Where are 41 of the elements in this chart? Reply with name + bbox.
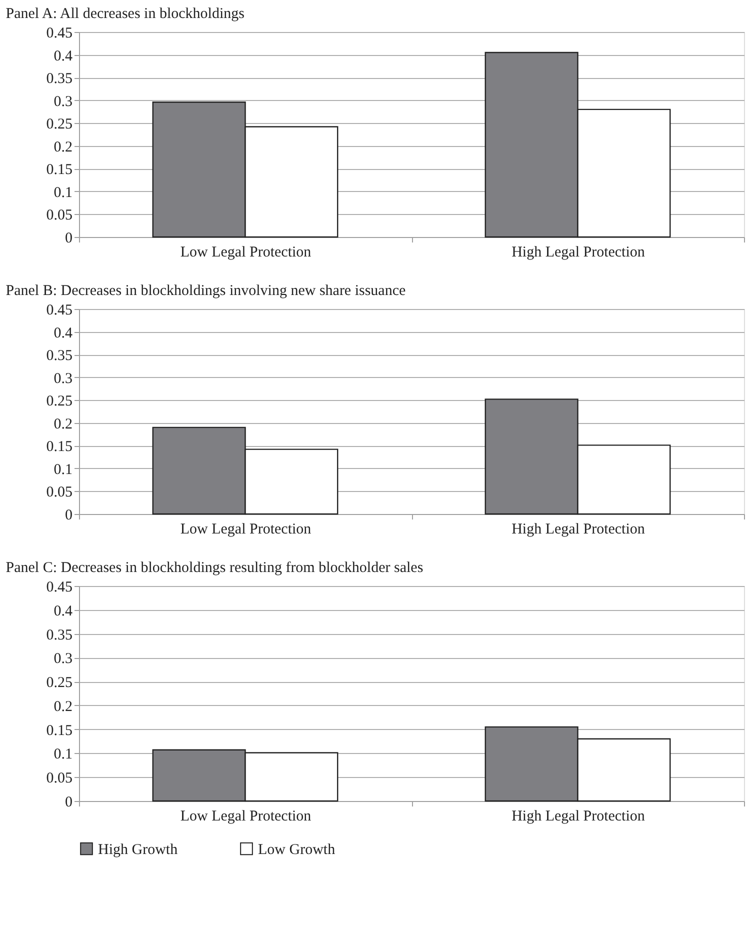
x-tick-label: High Legal Protection xyxy=(512,808,646,824)
y-tick-label: 0.45 xyxy=(46,302,72,318)
y-tick-label: 0.2 xyxy=(54,416,72,432)
y-tick-label: 0.45 xyxy=(46,26,72,42)
x-tick-label: Low Legal Protection xyxy=(180,244,312,260)
y-tick-label: 0.3 xyxy=(54,94,72,110)
y-tick-label: 0.35 xyxy=(46,71,72,88)
x-tick-label: High Legal Protection xyxy=(512,522,646,538)
y-tick-label: 0.1 xyxy=(54,184,72,201)
y-tick-label: 0 xyxy=(65,508,72,524)
y-tick-label: 0 xyxy=(65,230,72,246)
chart-title: Panel A: All decreases in blockholdings xyxy=(6,6,245,22)
y-tick-label: 0.4 xyxy=(54,325,73,342)
y-tick-label: 0.35 xyxy=(46,348,72,364)
y-tick-label: 0 xyxy=(65,794,72,810)
y-tick-label: 0.05 xyxy=(46,208,72,224)
y-tick-label: 0.3 xyxy=(54,370,72,387)
y-tick-label: 0.2 xyxy=(54,139,72,156)
x-tick-label: Low Legal Protection xyxy=(180,522,312,538)
y-tick-label: 0.25 xyxy=(46,394,72,410)
chart-title: Panel B: Decreases in blockholdings involving new share issuance xyxy=(6,283,406,299)
y-tick-label: 0.1 xyxy=(54,462,72,478)
y-tick-label: 0.25 xyxy=(46,675,72,692)
y-tick-label: 0.05 xyxy=(46,770,72,787)
y-tick-label: 0.4 xyxy=(54,48,73,64)
y-tick-label: 0.15 xyxy=(46,722,72,739)
legend-label: High Growth xyxy=(98,842,178,858)
y-tick-label: 0.1 xyxy=(54,746,72,763)
legend-label: Low Growth xyxy=(258,842,336,858)
y-tick-label: 0.25 xyxy=(46,116,72,133)
chart-title: Panel C: Decreases in blockholdings resulting from blockholder sales xyxy=(6,560,424,576)
y-tick-label: 0.4 xyxy=(54,603,73,620)
y-tick-label: 0.15 xyxy=(46,439,72,456)
y-tick-label: 0.45 xyxy=(46,580,72,596)
y-tick-label: 0.15 xyxy=(46,162,72,178)
y-tick-label: 0.2 xyxy=(54,698,72,715)
y-tick-label: 0.35 xyxy=(46,627,72,644)
y-tick-label: 0.05 xyxy=(46,484,72,501)
x-tick-label: High Legal Protection xyxy=(512,244,646,260)
y-tick-label: 0.3 xyxy=(54,651,72,668)
x-tick-label: Low Legal Protection xyxy=(180,808,312,824)
